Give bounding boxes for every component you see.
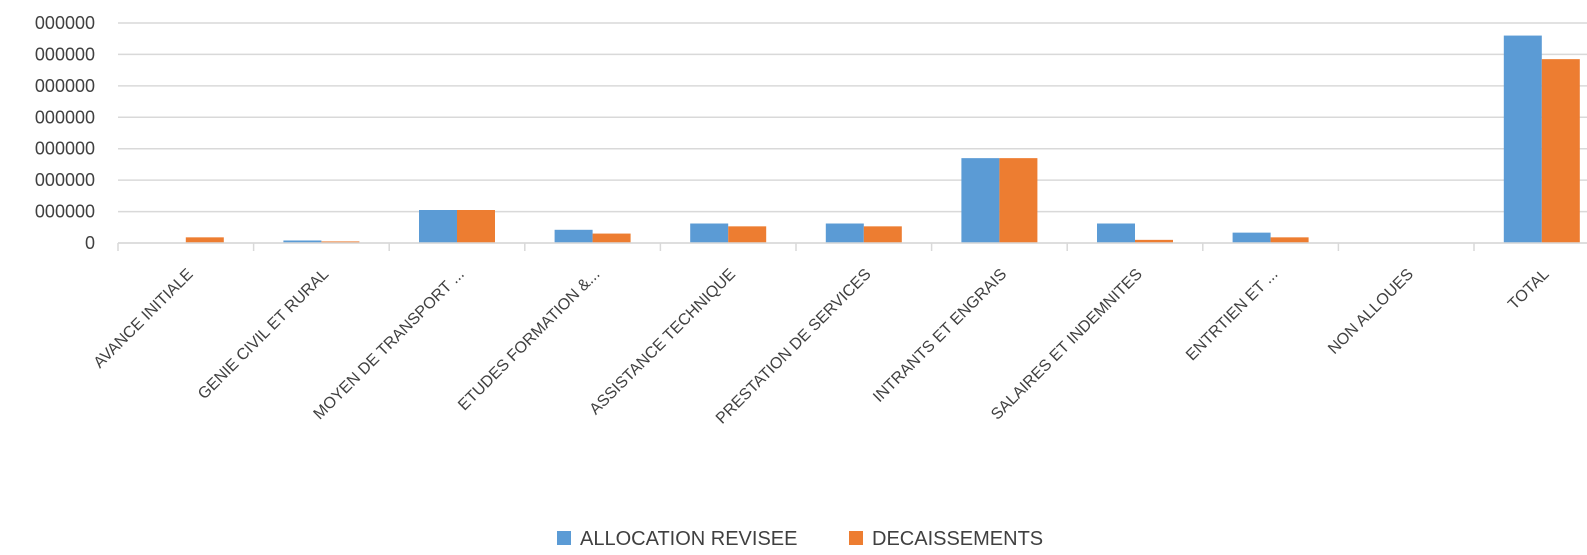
legend-swatch — [849, 531, 863, 545]
bar-decaissements — [1541, 59, 1580, 244]
bar-allocation-revisee — [419, 210, 457, 243]
x-category-label: MOYEN DE TRANSPORT ... — [311, 266, 468, 423]
bar-decaissements — [321, 241, 360, 243]
legend-swatch — [557, 531, 571, 545]
gridlines — [118, 22, 1587, 244]
bar-allocation-revisee — [283, 240, 322, 243]
y-tick-label: 000000 — [35, 44, 95, 64]
x-category-label: SALAIRES ET INDEMNITES — [988, 266, 1146, 424]
legend-label: DECAISSEMENTS — [872, 528, 1043, 550]
y-axis-tick-labels: 0000000000000000000000000000000000000000… — [35, 13, 95, 253]
bar-decaissements — [1135, 239, 1173, 243]
bar-allocation-revisee — [825, 223, 864, 243]
x-axis — [117, 242, 1587, 251]
bar-allocation-revisee — [1097, 223, 1135, 243]
legend-label: ALLOCATION REVISEE — [580, 528, 797, 550]
x-category-label: ENTRTIEN ET ... — [1183, 266, 1281, 364]
bar-decaissements — [592, 233, 631, 243]
bar-allocation-revisee — [961, 158, 1000, 243]
y-tick-label: 000000 — [35, 107, 95, 127]
x-category-label: ASSISTANCE TECHNIQUE — [587, 266, 739, 418]
x-category-label: ETUDES FORMATION &... — [455, 266, 603, 414]
bars — [185, 35, 1580, 244]
bar-decaissements — [999, 158, 1038, 243]
x-category-label: GENIE CIVIL ET RURAL — [195, 266, 332, 403]
bar-decaissements — [457, 210, 495, 243]
bar-allocation-revisee — [554, 229, 593, 243]
y-tick-label: 000000 — [35, 13, 95, 33]
bar-decaissements — [185, 237, 224, 243]
x-category-label: PRESTATION DE SERVICES — [713, 266, 875, 428]
x-category-label: INTRANTS ET ENGRAIS — [870, 266, 1010, 406]
y-tick-label: 0 — [85, 233, 95, 253]
y-tick-label: 000000 — [35, 170, 95, 190]
y-tick-label: 000000 — [35, 202, 95, 222]
x-category-label: AVANCE INITIALE — [91, 266, 197, 372]
legend: ALLOCATION REVISEE DECAISSEMENTS — [557, 528, 1043, 550]
bar-allocation-revisee — [690, 223, 729, 243]
x-category-label: TOTAL — [1505, 266, 1553, 314]
bar-allocation-revisee — [1232, 232, 1271, 243]
bar-decaissements — [1270, 237, 1309, 243]
y-tick-label: 000000 — [35, 76, 95, 96]
bar-decaissements — [728, 226, 767, 243]
bar-decaissements — [863, 226, 902, 243]
x-category-label: NON ALLOUES — [1325, 266, 1417, 358]
bar-allocation-revisee — [1503, 35, 1542, 244]
y-tick-label: 000000 — [35, 139, 95, 159]
